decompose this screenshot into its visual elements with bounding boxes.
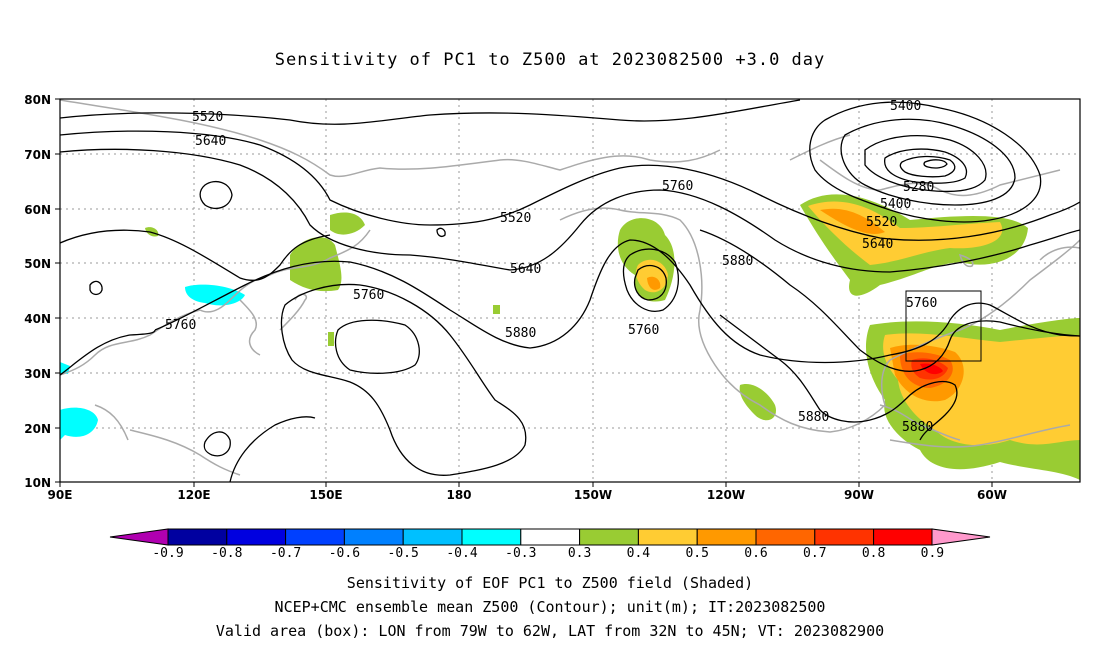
lat-label: 80N [24,93,51,107]
contour-label: 5640 [195,134,226,149]
contour-labels: 5400 5520 5640 5280 5400 5520 5640 5760 … [165,99,937,435]
lon-label: 120E [177,488,210,502]
colorbar-tick-label: -0.5 [388,546,419,561]
contour-label: 5880 [902,420,933,435]
lat-label: 10N [24,476,51,490]
map-frame [59,98,1081,483]
colorbar-tick-label: 0.7 [803,546,826,561]
latitude-labels: 80N 70N 60N 50N 40N 30N 20N 10N [24,93,51,490]
contour-label: 5760 [906,296,937,311]
lat-label: 70N [24,148,51,162]
colorbar-cell [579,528,639,546]
colorbar-cell [226,528,287,546]
axis-ticks [55,98,993,487]
lon-label: 90W [844,488,874,502]
colorbar-cell [696,528,757,546]
colorbar-cell [343,528,404,546]
caption-line-3: Valid area (box): LON from 79W to 62W, L… [215,622,885,640]
contour-label: 5400 [890,99,921,114]
contour-label: 5280 [903,180,934,195]
lat-label: 60N [24,203,51,217]
colorbar-cell [167,528,228,546]
contour-label: 5640 [862,237,893,252]
colorbar-tick-label: -0.8 [211,546,242,561]
colorbar-tick-label: 0.9 [921,546,944,561]
colorbar-tick-label: -0.7 [270,546,301,561]
caption-line-1: Sensitivity of EOF PC1 to Z500 field (Sh… [346,574,754,592]
coastlines [60,99,1080,476]
colorbar: -0.9 -0.8 -0.7 -0.6 -0.5 -0.4 -0.3 0.3 0.4 0.5 0.6… [109,528,991,561]
caption-line-2: NCEP+CMC ensemble mean Z500 (Contour); u… [274,598,826,616]
colorbar-tick-label: 0.6 [744,546,767,561]
gridlines [60,99,1080,482]
contour-label: 5520 [500,211,531,226]
colorbar-cell [402,528,463,546]
colorbar-cell [520,528,581,546]
contour-label: 5760 [353,288,384,303]
contour-label: 5520 [866,215,897,230]
contour-label: 5640 [510,262,541,277]
page-title: Sensitivity of PC1 to Z500 at 2023082500… [274,50,826,70]
lat-label: 40N [24,312,51,326]
contour-label: 5880 [722,254,753,269]
colorbar-tick-label: -0.4 [446,546,477,561]
contour-label: 5400 [880,197,911,212]
longitude-labels: 90E 120E 150E 180 150W 120W 90W 60W [48,488,1007,502]
colorbar-tick-label: 0.5 [685,546,708,561]
colorbar-tick-label: -0.9 [152,546,183,561]
valid-area-box [905,290,982,362]
contour-label: 5880 [798,410,829,425]
colorbar-arrow-left [109,528,169,546]
lon-label: 150W [574,488,612,502]
contour-label: 5760 [165,318,196,333]
lat-label: 20N [24,422,51,436]
colorbar-tick-label: 0.8 [862,546,885,561]
colorbar-arrow-right [931,528,991,546]
colorbar-tick-label: -0.6 [329,546,360,561]
lon-label: 150E [309,488,342,502]
contour-label: 5760 [662,179,693,194]
contour-label: 5880 [505,326,536,341]
colorbar-tick-label: 0.3 [568,546,591,561]
contour-label: 5760 [628,323,659,338]
lat-label: 30N [24,367,51,381]
colorbar-tick-label: 0.4 [627,546,651,561]
colorbar-cell [637,528,698,546]
contour-label: 5520 [192,110,223,125]
colorbar-cell [285,528,345,546]
lon-label: 90E [48,488,73,502]
colorbar-cell [755,528,816,546]
colorbar-cell [873,528,933,546]
colorbar-tick-label: -0.3 [505,546,536,561]
lon-label: 60W [977,488,1007,502]
lat-label: 50N [24,257,51,271]
lon-label: 180 [446,488,471,502]
colorbar-cell [814,528,875,546]
z500-contours [60,99,1080,482]
lon-label: 120W [707,488,745,502]
colorbar-cell [461,528,522,546]
